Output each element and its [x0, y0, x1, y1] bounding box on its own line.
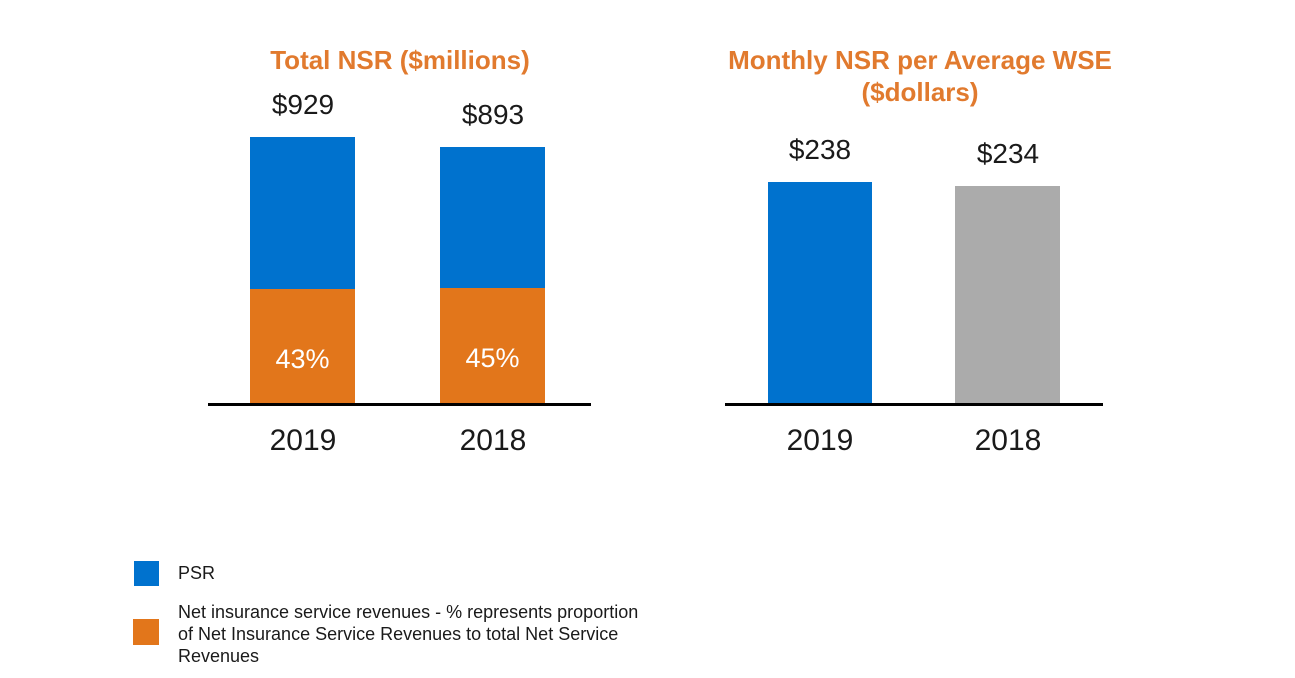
x-tick-label-2019: 2019 [786, 424, 854, 457]
chart-title-monthly-nsr-per-wse: Monthly NSR per Average WSE ($dollars) [700, 44, 1140, 108]
x-tick-label-2018: 2018 [974, 424, 1042, 457]
chart-title-total-nsr: Total NSR ($millions) [270, 45, 530, 75]
chart-title-line-1: Monthly NSR per Average WSE [728, 45, 1112, 75]
value-label-2018: $234 [976, 138, 1040, 169]
chart-title-line-2: ($dollars) [861, 77, 979, 107]
x-axis-monthly-nsr [725, 403, 1103, 406]
value-label-2019: $238 [788, 134, 852, 165]
legend-swatch-insurance [133, 619, 159, 645]
insurance-pct-label-2019: 43% [275, 344, 330, 374]
bar-psr-segment-2019 [250, 137, 355, 289]
bar-insurance-segment-2019 [250, 289, 355, 404]
legend-label-insurance: Net insurance service revenues - % repre… [178, 602, 639, 666]
insurance-pct-label-2018: 45% [465, 343, 520, 373]
x-axis-total-nsr [208, 403, 591, 406]
total-value-label-2019: $929 [271, 89, 335, 120]
bar-insurance-segment-2018 [440, 288, 545, 404]
x-tick-label-2018: 2018 [459, 424, 527, 457]
bar-psr-segment-2018 [440, 147, 545, 288]
bar-2019 [768, 182, 872, 404]
bar-2018 [955, 186, 1060, 404]
total-value-label-2018: $893 [461, 99, 525, 130]
legend-swatch-psr [134, 561, 159, 586]
legend-label-psr: PSR [178, 563, 216, 583]
x-tick-label-2019: 2019 [269, 424, 337, 457]
